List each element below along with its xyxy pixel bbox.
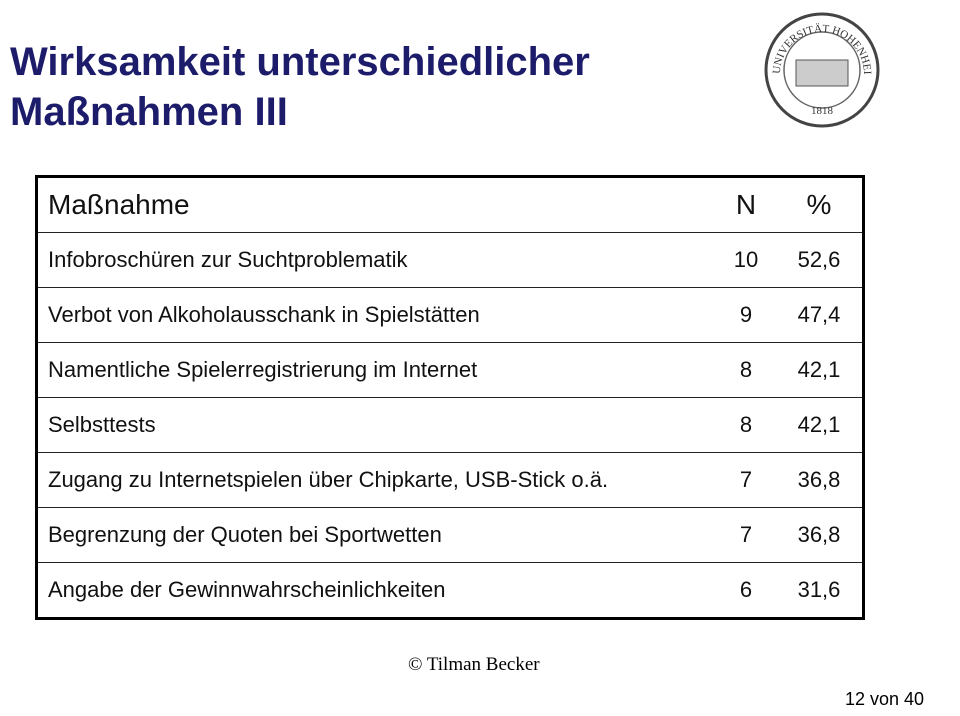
table-cell: 7 [716,452,776,508]
seal-year: 1818 [811,105,834,117]
table-cell: Namentliche Spielerregistrierung im Inte… [36,342,716,398]
table-cell: Infobroschüren zur Suchtproblematik [36,232,716,288]
table-cell: 36,8 [776,507,864,563]
table-cell: 7 [716,507,776,563]
table-cell: Begrenzung der Quoten bei Sportwetten [36,507,716,563]
table-cell: Selbsttests [36,397,716,453]
table-cell: Zugang zu Internetspielen über Chipkarte… [36,452,716,508]
header-row: Maßnahme N% [37,177,864,233]
table-cell: 8 [716,342,776,398]
table-row: Infobroschüren zur Suchtproblematik 10 52,… [36,232,864,288]
table-cell: 6 [716,562,776,619]
seal-inner [783,31,861,109]
table-row: Selbsttests 8 42,1 [36,397,864,453]
table-row: Begrenzung der Quoten bei Sportwetten 7 36… [36,507,864,563]
table-cell: 42,1 [776,342,864,398]
table-row: Zugang zu Internetspielen über Chipkarte… [36,452,864,508]
seal-building [795,59,849,87]
table-cell: 52,6 [776,232,864,288]
table: Maßnahme N% Infobroschüren zur Suchtproble… [35,175,865,620]
table-row: Verbot von Alkoholausschank in Spielstät… [36,287,864,343]
table-cell: Verbot von Alkoholausschank in Spielstät… [36,287,716,343]
column-header: N [735,189,757,220]
column-header: % [806,189,832,220]
table-row: Angabe der Gewinnwahrscheinlichkeiten 6 31… [36,562,864,619]
table-cell: 31,6 [776,562,864,619]
table-cell: 8 [716,397,776,453]
page-number: 12 von 40 [845,689,925,709]
title-line: Maßnahmen III [10,90,288,134]
table-cell: Angabe der Gewinnwahrscheinlichkeiten [36,562,716,619]
table-row: Namentliche Spielerregistrierung im Inte… [36,342,864,398]
seal-ring [764,12,880,128]
table-cell: 9 [716,287,776,343]
title-line: Wirksamkeit unterschiedlicher [10,40,590,84]
logo: UNIVERSITÄT HOHENHEIM 1818 [762,10,880,128]
table-cell: 10 [716,232,776,288]
column-header: Maßnahme [48,189,190,220]
footer-author: © Tilman Becker [408,654,540,675]
table-cell: 42,1 [776,397,864,453]
table-cell: 36,8 [776,452,864,508]
table-cell: 47,4 [776,287,864,343]
